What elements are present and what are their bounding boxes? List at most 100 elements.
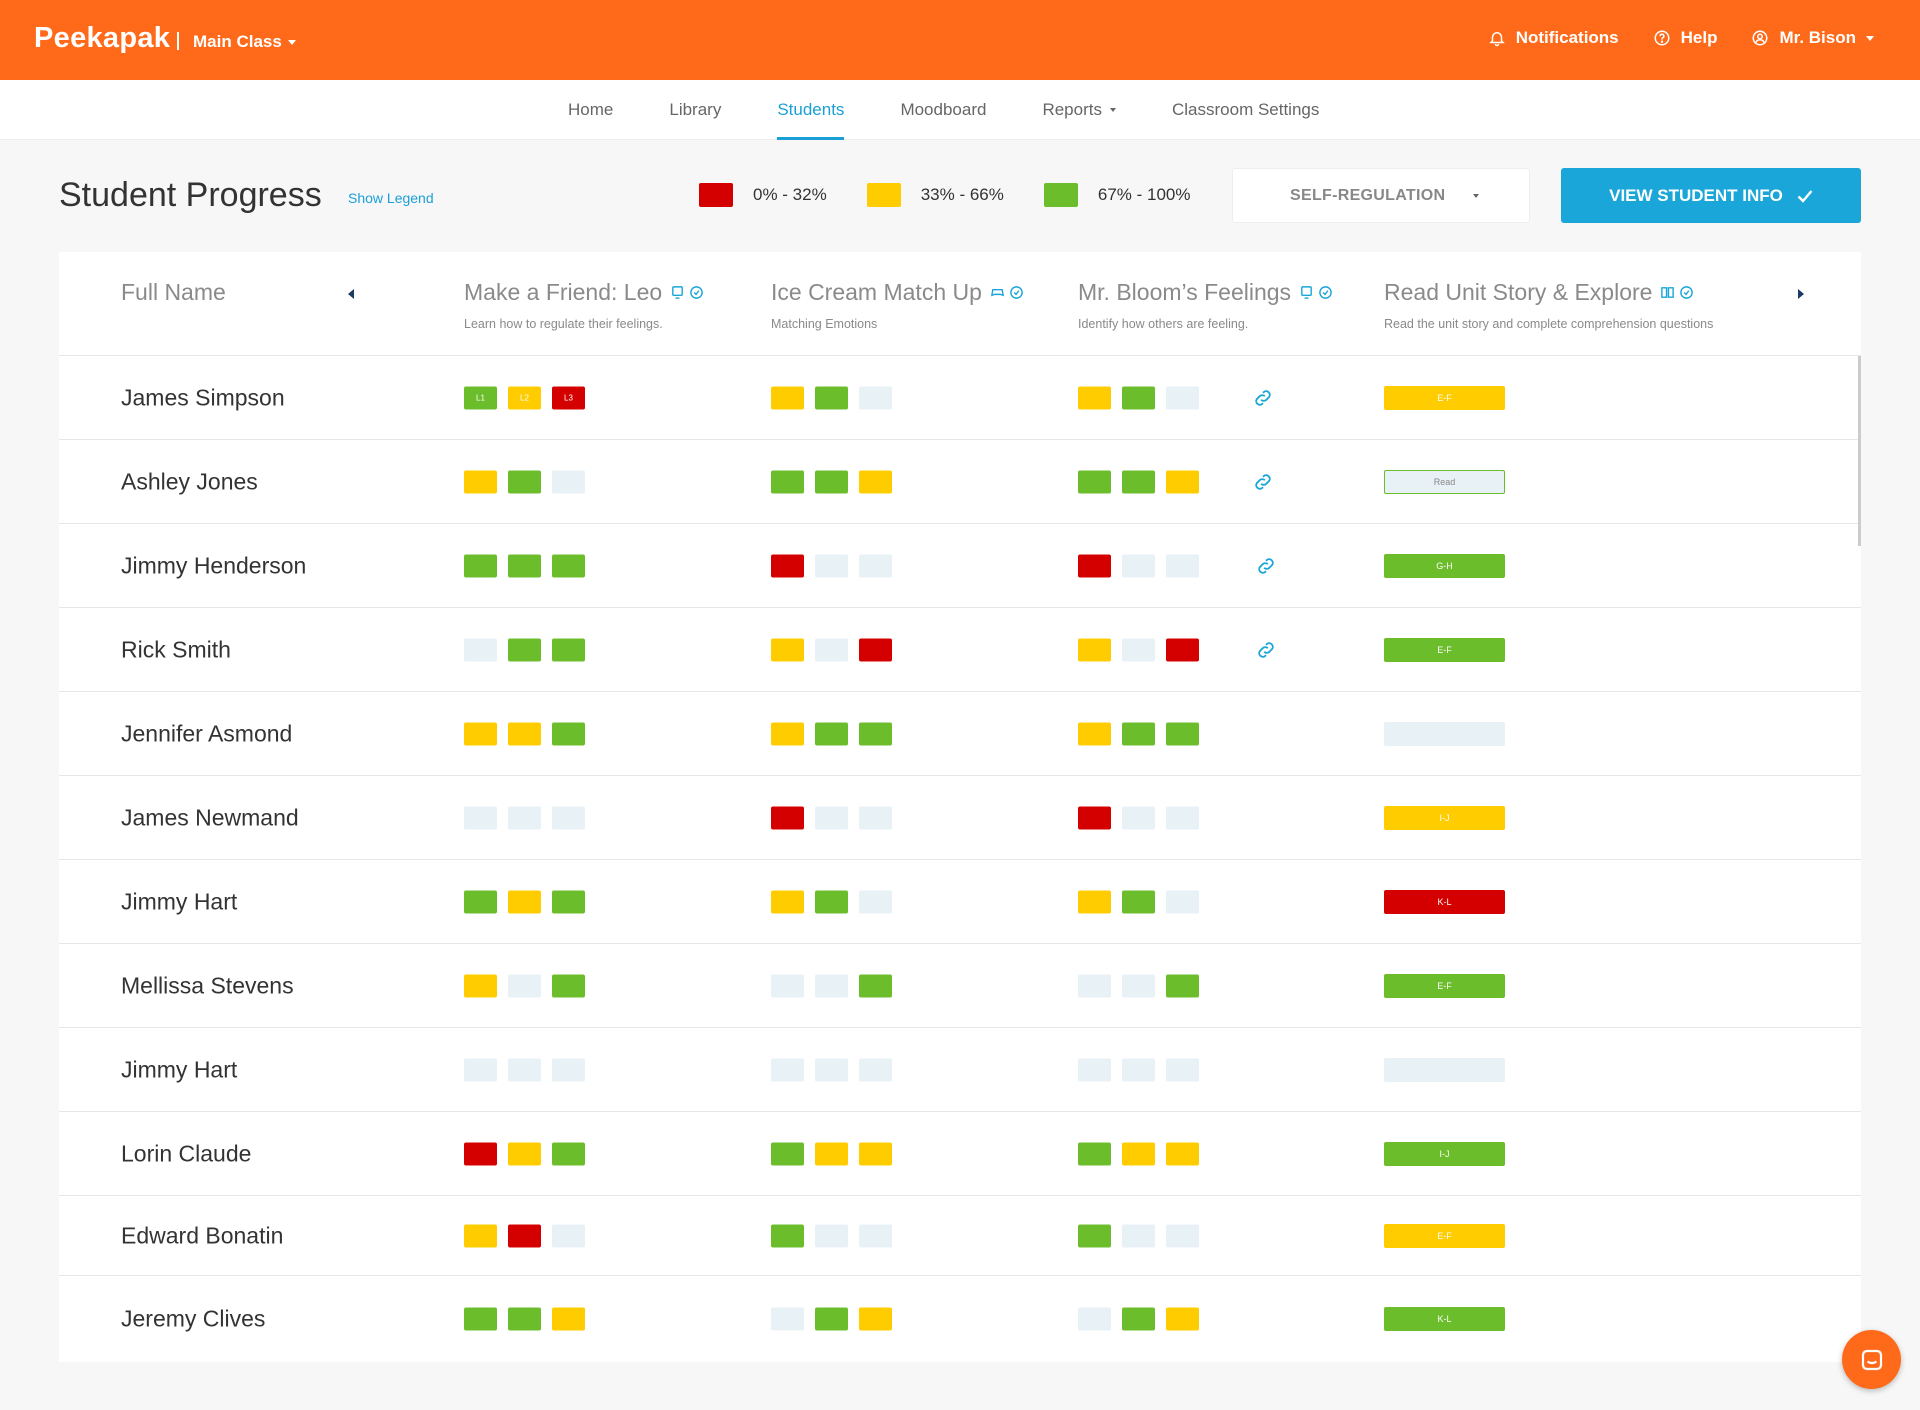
progress-cell-green[interactable] xyxy=(859,974,892,997)
progress-cell-empty[interactable] xyxy=(1166,1058,1199,1081)
progress-cell-red[interactable] xyxy=(508,1224,541,1247)
progress-cell-red[interactable] xyxy=(1078,554,1111,577)
progress-cell-green[interactable] xyxy=(464,890,497,913)
progress-cell-empty[interactable] xyxy=(815,638,848,661)
progress-cell-empty[interactable] xyxy=(815,1224,848,1247)
progress-cell-green[interactable] xyxy=(815,386,848,409)
table-row[interactable]: Ashley Jones Read xyxy=(59,440,1861,524)
brand-logo[interactable]: Peekapak xyxy=(34,22,171,54)
progress-cell-green[interactable] xyxy=(464,554,497,577)
progress-cell-green[interactable] xyxy=(771,1224,804,1247)
user-menu[interactable]: Mr. Bison xyxy=(1751,28,1874,48)
progress-cell-empty[interactable] xyxy=(1122,638,1155,661)
progress-cell-empty[interactable] xyxy=(1166,806,1199,829)
link-icon[interactable] xyxy=(1252,471,1274,493)
progress-cell-yellow[interactable] xyxy=(771,722,804,745)
progress-cell-red[interactable] xyxy=(1166,638,1199,661)
progress-cell-red[interactable] xyxy=(771,806,804,829)
progress-cell-yellow[interactable] xyxy=(1078,386,1111,409)
progress-cell-green[interactable] xyxy=(552,722,585,745)
link-icon[interactable] xyxy=(1255,555,1277,577)
progress-cell-empty[interactable] xyxy=(1078,1307,1111,1331)
table-row[interactable]: Jennifer Asmond xyxy=(59,692,1861,776)
progress-cell-red[interactable] xyxy=(771,554,804,577)
view-student-info-button[interactable]: VIEW STUDENT INFO xyxy=(1561,168,1861,223)
progress-cell-yellow[interactable] xyxy=(1166,1307,1199,1331)
student-name[interactable]: Rick Smith xyxy=(121,636,231,662)
progress-cell-empty[interactable] xyxy=(464,806,497,829)
progress-cell-yellow[interactable]: L2 xyxy=(508,386,541,409)
progress-cell-green[interactable] xyxy=(815,470,848,493)
student-name[interactable]: Ashley Jones xyxy=(121,468,258,494)
progress-cell-yellow[interactable] xyxy=(508,890,541,913)
progress-cell-empty[interactable] xyxy=(508,806,541,829)
progress-cell-empty[interactable] xyxy=(859,386,892,409)
progress-cell-yellow[interactable] xyxy=(859,1307,892,1331)
table-row[interactable]: Rick Smith E-F xyxy=(59,608,1861,692)
progress-cell-empty[interactable] xyxy=(464,638,497,661)
table-row[interactable]: Jimmy Hart K-L xyxy=(59,860,1861,944)
table-row[interactable]: Edward Bonatin E-F xyxy=(59,1196,1861,1276)
link-icon[interactable] xyxy=(1255,639,1277,661)
progress-cell-green[interactable] xyxy=(552,554,585,577)
reading-level-badge[interactable]: I-J xyxy=(1384,1141,1505,1166)
progress-cell-red[interactable] xyxy=(859,638,892,661)
progress-cell-empty[interactable] xyxy=(1122,554,1155,577)
reading-level-badge[interactable]: E-F xyxy=(1384,637,1505,662)
progress-cell-green[interactable] xyxy=(815,890,848,913)
progress-cell-empty[interactable] xyxy=(1166,1224,1199,1247)
progress-cell-yellow[interactable] xyxy=(771,386,804,409)
student-name[interactable]: Mellissa Stevens xyxy=(121,972,294,998)
table-row[interactable]: Jimmy Hart xyxy=(59,1028,1861,1112)
progress-cell-empty[interactable] xyxy=(464,1058,497,1081)
student-name[interactable]: Jimmy Hart xyxy=(121,888,238,914)
reading-level-badge[interactable] xyxy=(1384,1057,1505,1082)
nav-home[interactable]: Home xyxy=(568,100,614,119)
progress-cell-empty[interactable] xyxy=(859,1224,892,1247)
progress-cell-empty[interactable] xyxy=(508,1058,541,1081)
progress-cell-green[interactable] xyxy=(859,722,892,745)
notifications-button[interactable]: Notifications xyxy=(1488,28,1619,48)
reading-level-badge[interactable]: K-L xyxy=(1384,889,1505,914)
progress-cell-green[interactable] xyxy=(1122,386,1155,409)
nav-reports[interactable]: Reports xyxy=(1042,80,1116,140)
progress-cell-green[interactable] xyxy=(508,470,541,493)
progress-cell-empty[interactable] xyxy=(771,1058,804,1081)
table-row[interactable]: James Newmand I-J xyxy=(59,776,1861,860)
chat-button[interactable] xyxy=(1842,1330,1901,1389)
scroll-right-arrow-icon[interactable] xyxy=(1798,289,1804,299)
progress-cell-empty[interactable] xyxy=(1078,974,1111,997)
progress-cell-yellow[interactable] xyxy=(1122,1142,1155,1165)
progress-cell-yellow[interactable] xyxy=(508,1142,541,1165)
progress-cell-yellow[interactable] xyxy=(464,470,497,493)
progress-cell-empty[interactable] xyxy=(552,1224,585,1247)
unit-dropdown[interactable]: SELF-REGULATION xyxy=(1232,168,1530,223)
help-button[interactable]: Help xyxy=(1653,28,1717,48)
progress-cell-green[interactable] xyxy=(1078,470,1111,493)
progress-cell-green[interactable] xyxy=(1122,890,1155,913)
progress-cell-green[interactable] xyxy=(508,1307,541,1331)
show-legend-link[interactable]: Show Legend xyxy=(348,190,434,206)
progress-cell-green[interactable] xyxy=(552,974,585,997)
nav-students[interactable]: Students xyxy=(777,80,845,140)
progress-cell-green[interactable] xyxy=(552,638,585,661)
student-name[interactable]: Lorin Claude xyxy=(121,1140,252,1166)
progress-cell-empty[interactable] xyxy=(859,554,892,577)
student-name[interactable]: James Newmand xyxy=(121,804,299,830)
progress-cell-empty[interactable] xyxy=(1166,890,1199,913)
progress-cell-green[interactable] xyxy=(771,1142,804,1165)
reading-level-badge[interactable]: I-J xyxy=(1384,805,1505,830)
progress-cell-empty[interactable] xyxy=(1122,1224,1155,1247)
progress-cell-yellow[interactable] xyxy=(1078,722,1111,745)
student-name[interactable]: Jeremy Clives xyxy=(121,1305,266,1332)
progress-cell-empty[interactable] xyxy=(771,974,804,997)
table-row[interactable]: Mellissa Stevens E-F xyxy=(59,944,1861,1028)
progress-cell-green[interactable] xyxy=(1078,1142,1111,1165)
progress-cell-yellow[interactable] xyxy=(464,974,497,997)
progress-cell-empty[interactable] xyxy=(815,974,848,997)
progress-cell-empty[interactable] xyxy=(508,974,541,997)
progress-cell-empty[interactable] xyxy=(815,806,848,829)
student-name[interactable]: Jennifer Asmond xyxy=(121,720,293,746)
progress-cell-green[interactable] xyxy=(464,1307,497,1331)
progress-cell-empty[interactable] xyxy=(1166,554,1199,577)
